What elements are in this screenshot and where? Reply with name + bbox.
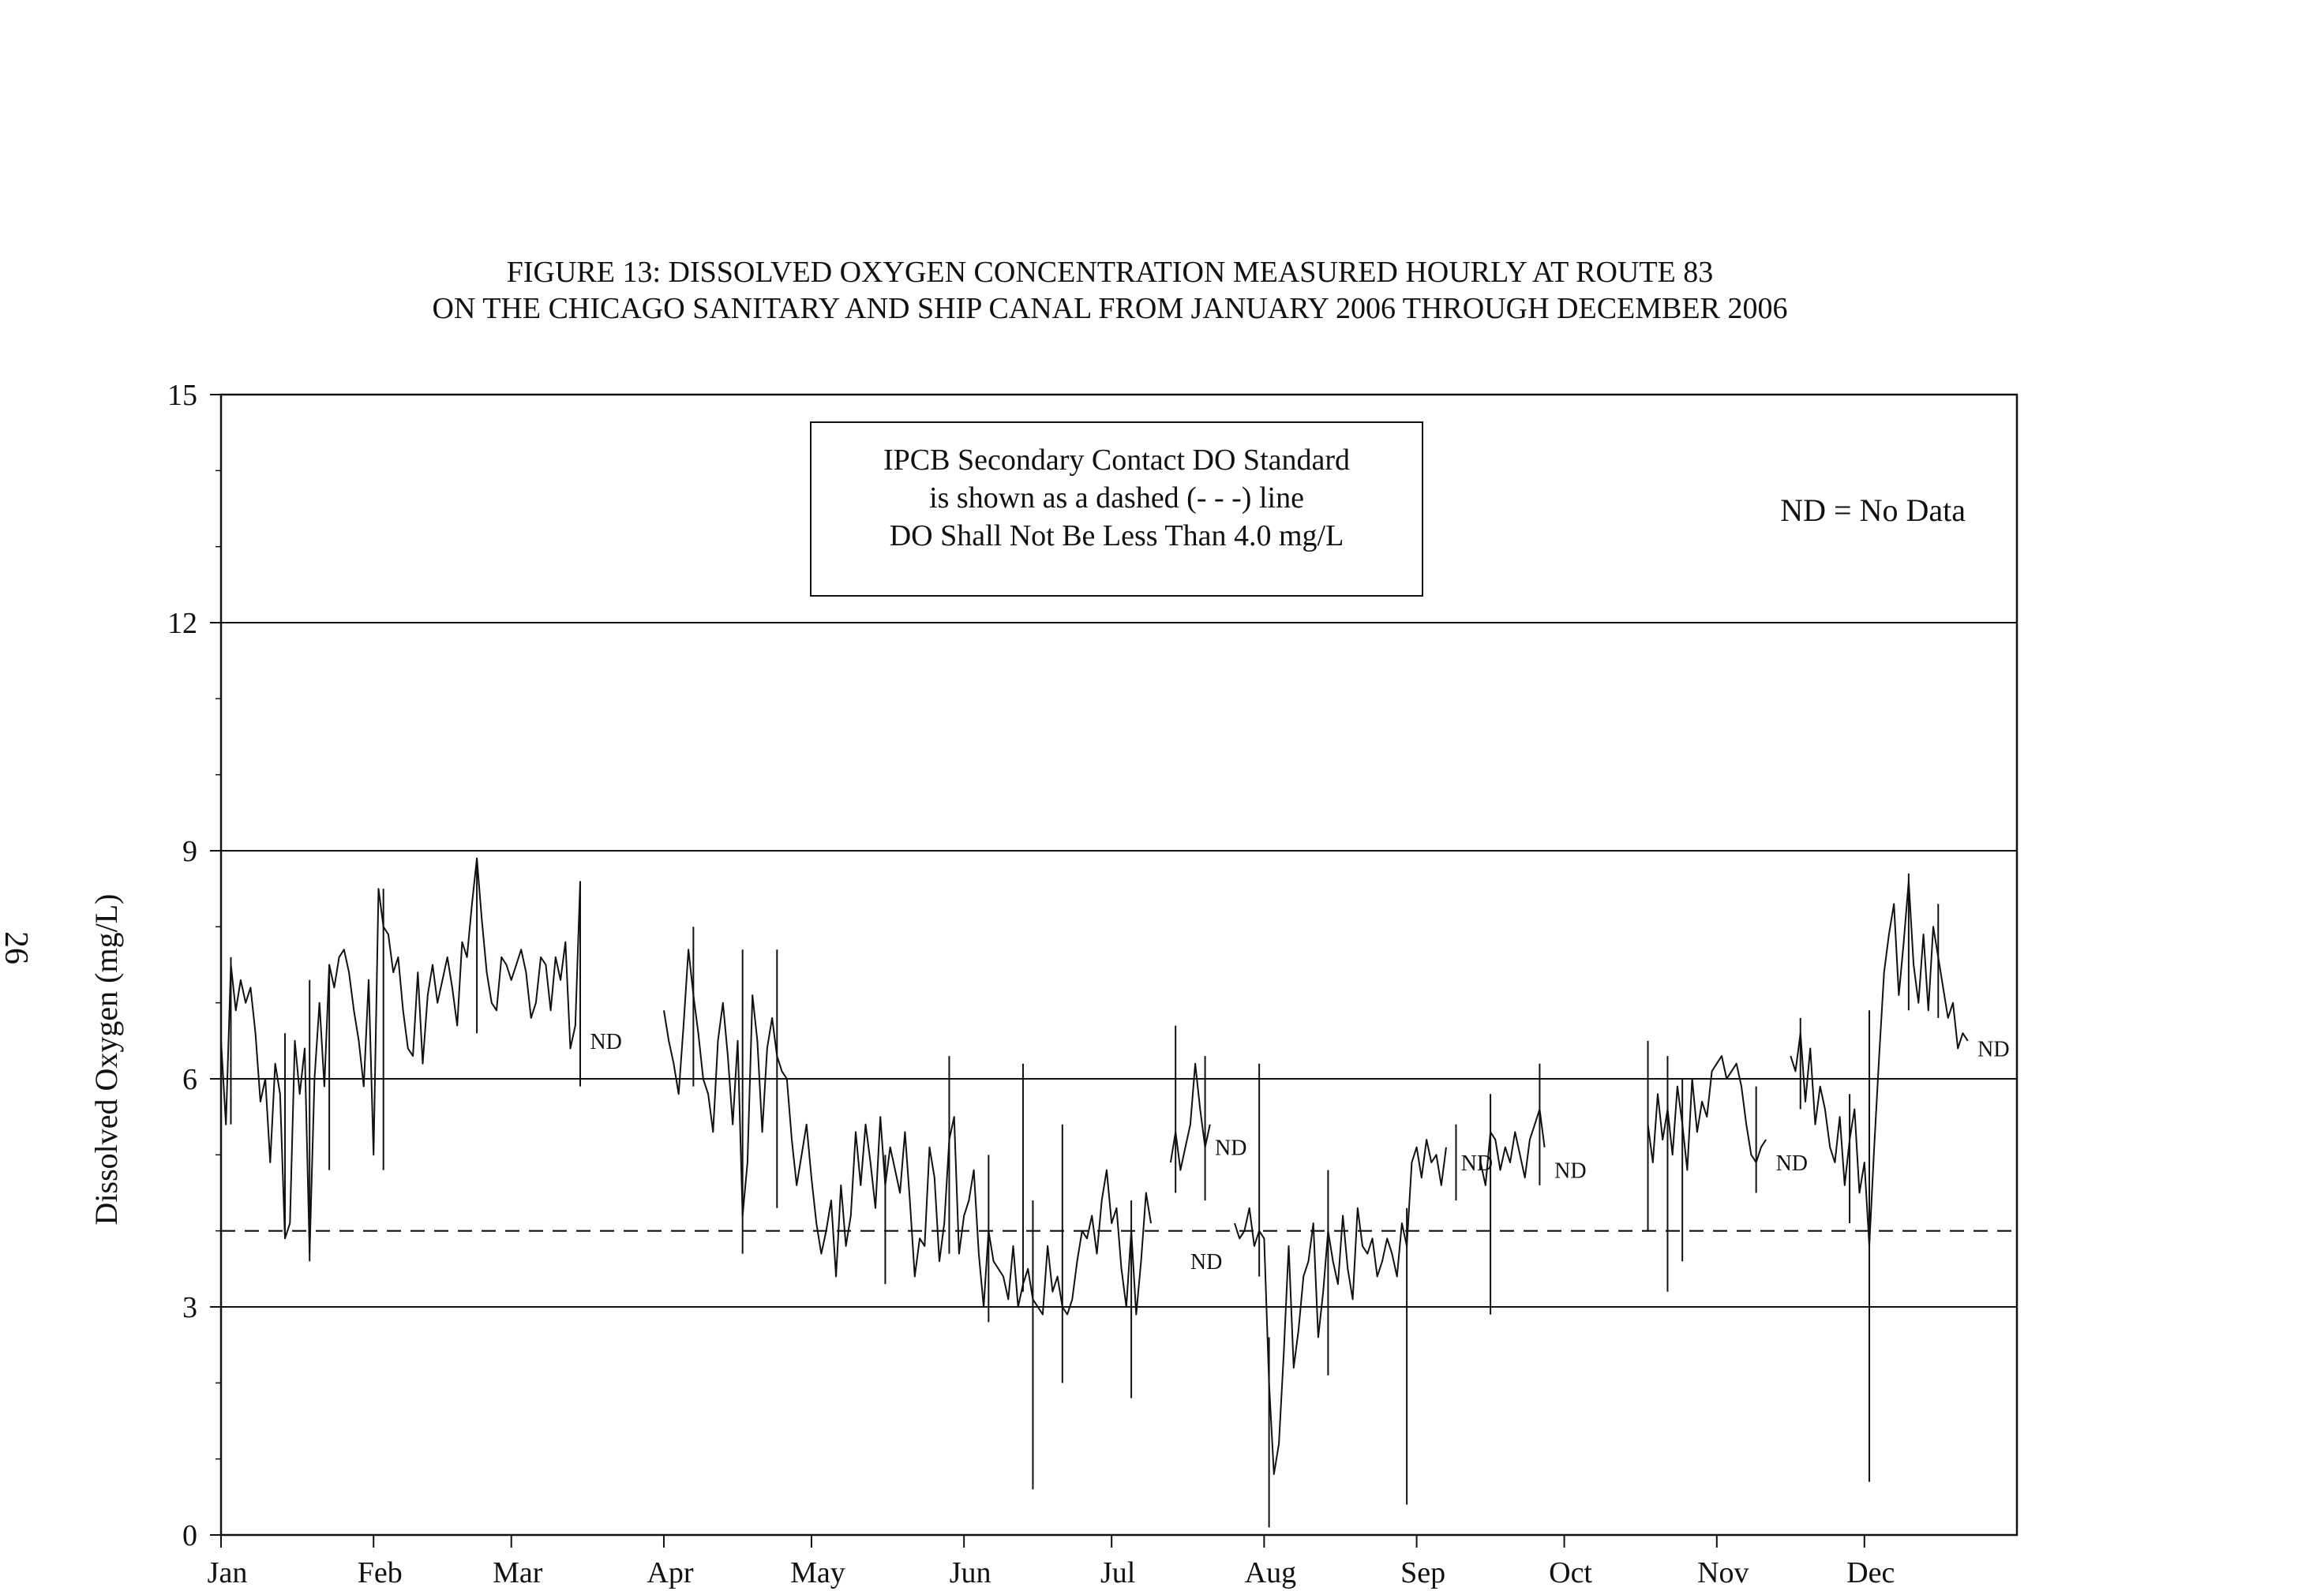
plot-frame	[219, 393, 2019, 1537]
x-tick-label: Nov	[1697, 1556, 1749, 1589]
chart-title: FIGURE 13: DISSOLVED OXYGEN CONCENTRATIO…	[506, 256, 1714, 289]
nd-marker: ND	[1977, 1037, 2009, 1061]
series-line	[1790, 880, 1969, 1247]
y-tick-label: 9	[182, 835, 197, 868]
series-line	[1169, 1062, 1211, 1171]
x-tick-label: Feb	[358, 1556, 403, 1589]
nd-marker: ND	[1554, 1159, 1586, 1184]
x-tick-label: Apr	[647, 1556, 693, 1589]
y-tick-label: 15	[167, 379, 197, 412]
series-line	[1647, 1055, 1767, 1171]
nd-marker: ND	[1190, 1250, 1222, 1275]
labels-group: ND ND ND ND ND ND ND IPCB Secondary Contact DO …	[590, 421, 2010, 1275]
x-tick-label: Mar	[493, 1556, 543, 1589]
nd-marker: ND	[590, 1030, 621, 1054]
y-tick-label: 3	[182, 1291, 197, 1324]
nd-marker: ND	[1215, 1136, 1246, 1161]
series-line	[1234, 1139, 1447, 1475]
x-tick-label: Jun	[950, 1556, 991, 1589]
nd-marker: ND	[1776, 1151, 1808, 1176]
figure-title: FIGURE 13: DISSOLVED OXYGEN CONCENTRATIO…	[0, 254, 2220, 327]
x-tick-label: May	[790, 1556, 845, 1589]
y-tick-label: 6	[182, 1063, 197, 1096]
annotation-line: IPCB Secondary Contact DO Standard	[883, 444, 1350, 477]
x-tick-label: Oct	[1549, 1556, 1592, 1589]
x-tick-label: Jan	[208, 1556, 248, 1589]
series-line	[1479, 1108, 1546, 1186]
x-tick-label: Sep	[1400, 1556, 1445, 1589]
chart-subtitle: ON THE CHICAGO SANITARY AND SHIP CANAL F…	[432, 292, 1788, 325]
y-axis-label: Dissolved Oxygen (mg/L)	[88, 894, 124, 1226]
annotation-line: DO Shall Not Be Less Than 4.0 mg/L	[890, 519, 1344, 552]
x-tick-label: Dec	[1846, 1556, 1895, 1589]
axes-group: 0 3 6 9 12 15 Jan Feb Mar Apr May Jun Jul Aug Sep Oct No…	[88, 379, 2019, 1589]
series-line	[220, 857, 581, 1255]
y-tick-label: 0	[182, 1519, 197, 1552]
nd-legend-note: ND = No Data	[1780, 492, 1966, 528]
grid-lines	[221, 622, 2017, 1308]
series-line	[663, 949, 1152, 1316]
annotation-box	[810, 421, 1423, 597]
annotation-line: is shown as a dashed (- - -) line	[929, 481, 1304, 515]
x-tick-label: Aug	[1245, 1556, 1296, 1589]
nd-marker: ND	[1461, 1151, 1493, 1176]
x-tick-label: Jul	[1100, 1556, 1135, 1589]
series-group	[220, 857, 1969, 1528]
y-tick-label: 12	[167, 607, 197, 640]
